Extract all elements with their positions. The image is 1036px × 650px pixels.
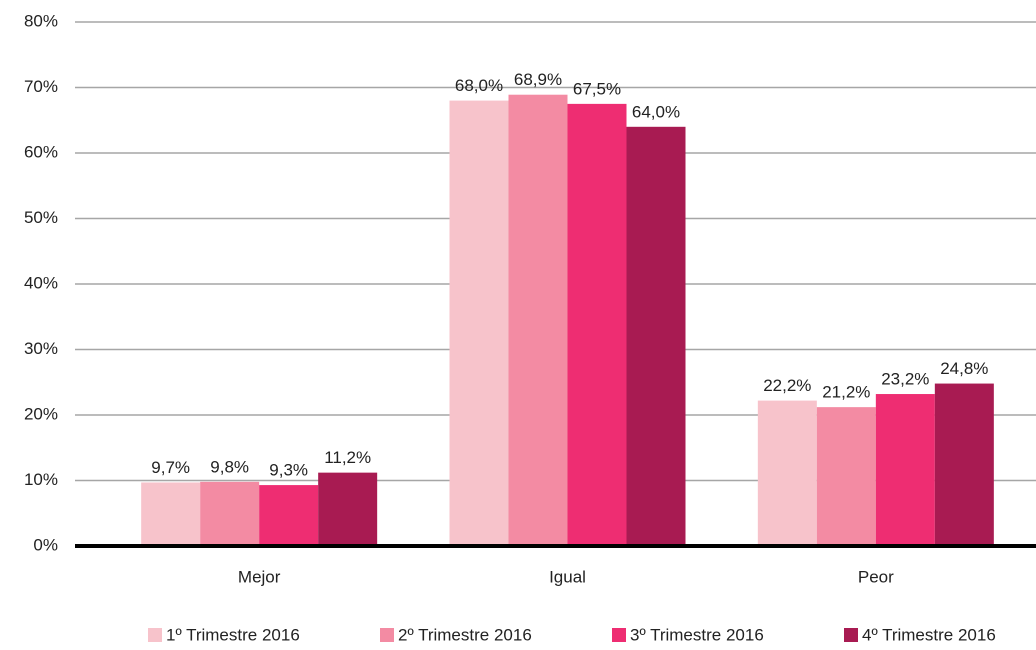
x-tick-label: Igual (549, 567, 586, 586)
legend-label: 2º Trimestre 2016 (398, 625, 532, 644)
data-label: 9,3% (269, 461, 308, 480)
x-tick-label: Peor (858, 567, 894, 586)
legend-swatch (612, 628, 626, 642)
legend-swatch (380, 628, 394, 642)
data-label: 9,7% (151, 458, 190, 477)
y-tick-label: 20% (24, 404, 58, 423)
bar (141, 482, 201, 546)
y-tick-label: 80% (24, 11, 58, 30)
y-tick-label: 30% (24, 339, 58, 358)
y-tick-label: 40% (24, 273, 58, 292)
bar (626, 126, 686, 547)
data-label: 11,2% (324, 448, 371, 467)
y-tick-label: 0% (33, 535, 58, 554)
bar (567, 103, 627, 546)
bar (757, 400, 817, 546)
data-label: 21,2% (822, 383, 870, 402)
legend-swatch (844, 628, 858, 642)
data-label: 23,2% (881, 370, 929, 389)
bar (508, 94, 568, 546)
legend-swatch (148, 628, 162, 642)
data-label: 22,2% (763, 376, 811, 395)
bar (318, 472, 378, 546)
y-tick-label: 50% (24, 208, 58, 227)
legend-label: 3º Trimestre 2016 (630, 625, 764, 644)
bar (200, 481, 260, 546)
data-label: 67,5% (573, 79, 621, 98)
data-label: 64,0% (632, 102, 680, 121)
y-tick-label: 60% (24, 142, 58, 161)
bar (449, 100, 509, 546)
data-label: 68,9% (514, 70, 562, 89)
x-tick-label: Mejor (238, 567, 281, 586)
y-tick-label: 10% (24, 470, 58, 489)
bar (875, 394, 935, 546)
bar (934, 383, 994, 546)
data-label: 24,8% (940, 359, 988, 378)
y-tick-label: 70% (24, 77, 58, 96)
legend-label: 1º Trimestre 2016 (166, 625, 300, 644)
data-label: 9,8% (210, 457, 249, 476)
data-label: 68,0% (455, 76, 503, 95)
bar (816, 407, 876, 546)
legend-label: 4º Trimestre 2016 (862, 625, 996, 644)
bar (259, 485, 319, 546)
